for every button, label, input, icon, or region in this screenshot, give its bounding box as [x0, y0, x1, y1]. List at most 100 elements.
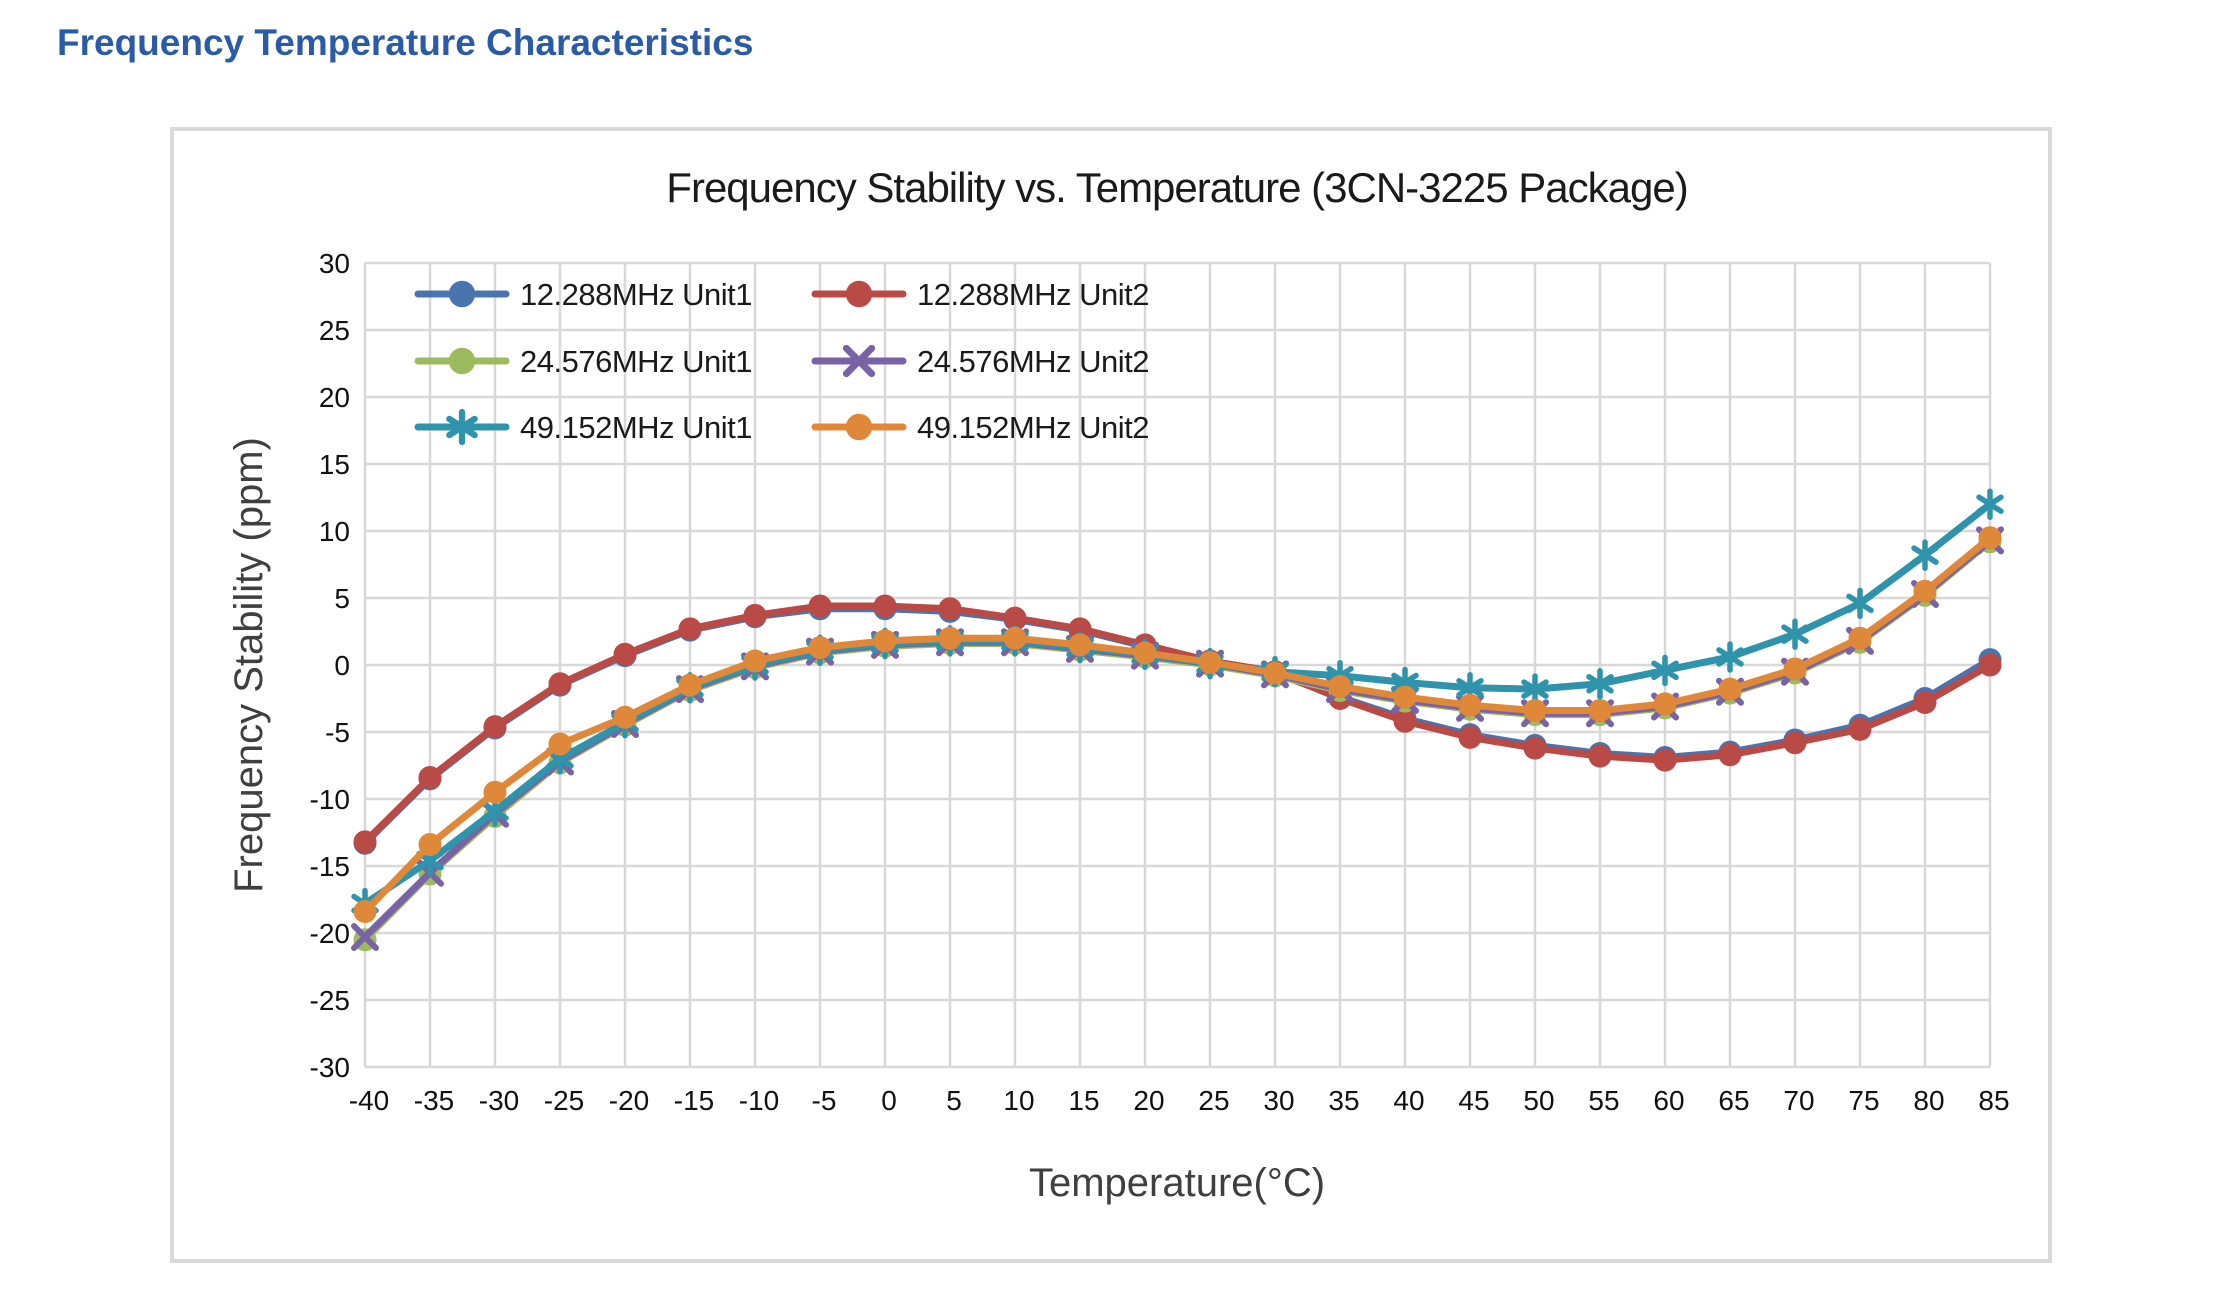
data-point-marker: [1198, 650, 1222, 674]
data-point-marker: [1976, 494, 2004, 514]
data-point-marker: [613, 642, 637, 666]
data-point-marker: [483, 780, 507, 804]
data-point-marker: [1586, 674, 1614, 694]
data-point-marker: [938, 626, 962, 650]
y-axis-title: Frequency Stability (ppm): [227, 437, 271, 893]
data-point-marker: [418, 766, 442, 790]
legend: 12.288MHz Unit1 12.288MHz Unit2 24.576MHz …: [414, 277, 1150, 446]
x-tick-label: -5: [812, 1085, 837, 1116]
x-tick-label: 30: [1263, 1085, 1294, 1116]
y-tick-label: -20: [310, 918, 350, 949]
data-point-marker: [1848, 717, 1872, 741]
data-point-marker: [808, 636, 832, 660]
legend-label: 24.576MHz Unit2: [917, 344, 1149, 379]
x-tick-label: 10: [1003, 1085, 1034, 1116]
data-point-marker: [481, 801, 509, 821]
x-tick-label: -25: [544, 1085, 584, 1116]
legend-label: 24.576MHz Unit1: [520, 344, 752, 379]
x-axis-title: Temperature(°C): [1029, 1161, 1325, 1205]
data-point-marker: [1651, 660, 1679, 681]
data-point-marker: [1133, 641, 1157, 665]
series-12.288MHz-Unit2: [353, 594, 2002, 854]
data-point-marker: [743, 649, 767, 673]
y-tick-label: -5: [325, 717, 350, 748]
legend-label: 12.288MHz Unit1: [520, 277, 752, 312]
x-tick-label: -35: [414, 1085, 454, 1116]
y-tick-label: -30: [310, 1052, 350, 1083]
data-point-marker: [1978, 653, 2002, 677]
x-tick-label: -40: [349, 1085, 389, 1116]
data-point-marker: [1978, 526, 2002, 550]
x-tick-label: 0: [881, 1085, 897, 1116]
data-point-marker: [416, 850, 444, 871]
data-point-marker: [1718, 677, 1742, 701]
series-line: [361, 534, 1994, 916]
data-point-marker: [1003, 606, 1027, 630]
page-title: Frequency Temperature Characteristics: [57, 22, 754, 63]
data-point-marker: [546, 749, 574, 769]
data-point-marker: [1588, 699, 1612, 723]
data-point-marker: [808, 594, 832, 618]
data-point-marker: [1848, 626, 1872, 650]
y-tick-label: -25: [310, 985, 350, 1016]
data-point-marker: [448, 347, 476, 375]
data-point-marker: [845, 413, 873, 441]
legend-label: 49.152MHz Unit2: [917, 410, 1149, 445]
data-point-marker: [1456, 678, 1484, 698]
data-point-marker: [418, 833, 442, 857]
data-point-marker: [1653, 692, 1677, 716]
y-tick-label: 5: [334, 583, 350, 614]
legend-item-24.576MHz-Unit2: 24.576MHz Unit2: [811, 344, 1150, 379]
x-tick-label: 35: [1328, 1085, 1359, 1116]
x-tick-label: -30: [479, 1085, 519, 1116]
legend-item-49.152MHz-Unit2: 49.152MHz Unit2: [811, 410, 1150, 445]
y-tick-label: -15: [310, 851, 350, 882]
y-tick-label: -10: [310, 784, 350, 815]
data-point-marker: [1783, 731, 1807, 755]
data-point-marker: [353, 830, 377, 854]
data-point-marker: [1458, 725, 1482, 749]
data-point-marker: [1781, 624, 1809, 644]
data-point-marker: [842, 344, 876, 378]
data-point-marker: [1588, 744, 1612, 768]
data-point-marker: [613, 705, 637, 729]
x-tick-label: 15: [1068, 1085, 1099, 1116]
data-point-marker: [483, 715, 507, 739]
y-tick-label: 25: [319, 315, 350, 346]
x-tick-label: -15: [674, 1085, 714, 1116]
x-tick-label: 55: [1588, 1085, 1619, 1116]
data-point-marker: [1263, 661, 1287, 685]
legend-label: 12.288MHz Unit2: [917, 277, 1149, 312]
data-point-marker: [1393, 685, 1417, 709]
data-point-marker: [1716, 647, 1744, 667]
legend-item-49.152MHz-Unit1: 49.152MHz Unit1: [414, 408, 753, 446]
x-tick-label: 80: [1913, 1085, 1944, 1116]
y-tick-label: 15: [319, 449, 350, 480]
x-tick-label: 65: [1718, 1085, 1749, 1116]
data-point-marker: [353, 900, 377, 924]
y-tick-label: 0: [334, 650, 350, 681]
data-point-marker: [1003, 626, 1027, 650]
data-point-marker: [678, 673, 702, 697]
data-point-marker: [1458, 693, 1482, 717]
data-point-marker: [1391, 672, 1419, 693]
x-tick-label: 50: [1523, 1085, 1554, 1116]
x-tick-label: 45: [1458, 1085, 1489, 1116]
legend-item-12.288MHz-Unit1: 12.288MHz Unit1: [414, 277, 753, 312]
data-point-marker: [1913, 579, 1937, 603]
data-point-marker: [1718, 743, 1742, 767]
data-point-marker: [845, 280, 873, 308]
data-point-marker: [743, 603, 767, 627]
data-point-marker: [678, 617, 702, 641]
x-tick-label: 60: [1653, 1085, 1684, 1116]
x-tick-label: 70: [1783, 1085, 1814, 1116]
data-point-marker: [548, 672, 572, 696]
x-tick-label: 85: [1978, 1085, 2009, 1116]
series-49.152MHz-Unit2: [353, 526, 2002, 924]
legend-item-24.576MHz-Unit1: 24.576MHz Unit1: [414, 344, 753, 379]
x-tick-label: 25: [1198, 1085, 1229, 1116]
x-tick-label: 40: [1393, 1085, 1424, 1116]
y-tick-label: 30: [319, 248, 350, 279]
